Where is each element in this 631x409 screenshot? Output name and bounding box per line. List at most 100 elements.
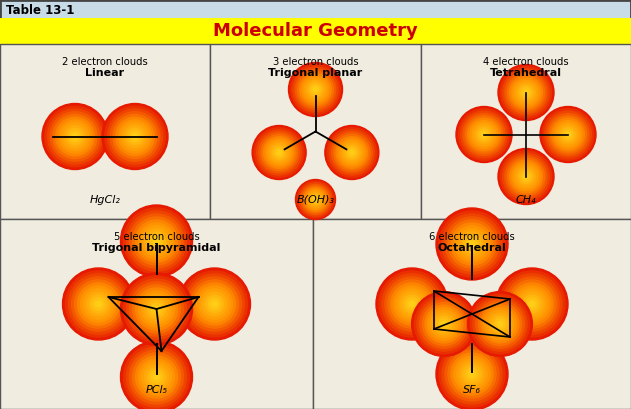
Circle shape: [203, 292, 227, 316]
Circle shape: [124, 126, 146, 148]
Circle shape: [107, 109, 163, 164]
Circle shape: [507, 158, 545, 195]
Circle shape: [561, 128, 575, 142]
Circle shape: [448, 220, 496, 268]
Circle shape: [66, 271, 131, 337]
Circle shape: [507, 74, 545, 111]
Circle shape: [529, 301, 535, 307]
Circle shape: [151, 371, 163, 383]
Circle shape: [554, 121, 582, 148]
Circle shape: [270, 144, 288, 162]
Circle shape: [448, 350, 496, 398]
Circle shape: [519, 169, 533, 184]
Circle shape: [521, 88, 531, 97]
Text: Table 13-1: Table 13-1: [6, 4, 74, 17]
Circle shape: [73, 134, 78, 139]
Circle shape: [461, 111, 507, 158]
Circle shape: [105, 106, 165, 167]
Text: Octahedral: Octahedral: [438, 243, 506, 253]
Circle shape: [343, 144, 361, 162]
Circle shape: [514, 286, 550, 322]
Circle shape: [297, 181, 334, 218]
Circle shape: [314, 198, 317, 201]
Circle shape: [503, 153, 550, 200]
Circle shape: [153, 374, 160, 380]
Circle shape: [273, 146, 286, 159]
Circle shape: [394, 286, 430, 322]
Circle shape: [470, 121, 498, 148]
Circle shape: [304, 188, 327, 211]
Circle shape: [67, 128, 83, 145]
Circle shape: [420, 300, 468, 348]
Circle shape: [454, 356, 490, 392]
Circle shape: [184, 274, 244, 334]
Circle shape: [42, 103, 108, 169]
Circle shape: [325, 126, 379, 180]
Text: PCl₅: PCl₅: [145, 385, 168, 395]
Circle shape: [297, 72, 334, 108]
Bar: [313, 219, 631, 409]
Circle shape: [71, 277, 126, 331]
Circle shape: [376, 268, 448, 340]
Circle shape: [511, 283, 553, 325]
Circle shape: [206, 295, 223, 313]
Circle shape: [441, 321, 447, 327]
Circle shape: [187, 277, 242, 331]
Circle shape: [266, 139, 293, 166]
Circle shape: [422, 302, 466, 346]
Circle shape: [463, 114, 505, 155]
Circle shape: [69, 131, 81, 142]
Circle shape: [495, 319, 505, 329]
Circle shape: [136, 288, 177, 330]
Circle shape: [475, 125, 493, 144]
Circle shape: [127, 128, 143, 145]
Circle shape: [61, 123, 89, 150]
Text: Molecular Geometry: Molecular Geometry: [213, 22, 418, 40]
Circle shape: [415, 294, 474, 354]
Text: SF₆: SF₆: [463, 385, 481, 395]
Circle shape: [350, 150, 354, 155]
Circle shape: [517, 167, 535, 186]
Text: 4 electron clouds: 4 electron clouds: [483, 57, 569, 67]
Circle shape: [302, 76, 329, 103]
Circle shape: [473, 297, 527, 351]
Bar: [421, 44, 631, 219]
Text: HgCl₂: HgCl₂: [90, 195, 121, 205]
Circle shape: [341, 141, 363, 164]
Circle shape: [348, 148, 357, 157]
Circle shape: [466, 368, 478, 380]
Circle shape: [425, 305, 463, 343]
Text: 2 electron clouds: 2 electron clouds: [62, 57, 148, 67]
Circle shape: [313, 87, 318, 92]
Circle shape: [481, 305, 519, 343]
Text: Trigonal bipyramidal: Trigonal bipyramidal: [92, 243, 221, 253]
Circle shape: [436, 338, 508, 409]
Circle shape: [526, 298, 538, 310]
Circle shape: [496, 268, 568, 340]
Circle shape: [484, 308, 516, 340]
Circle shape: [124, 208, 189, 274]
Circle shape: [512, 79, 540, 106]
Circle shape: [259, 132, 299, 173]
Circle shape: [481, 132, 487, 137]
Circle shape: [307, 191, 324, 208]
Circle shape: [304, 78, 327, 101]
Circle shape: [138, 359, 175, 395]
Circle shape: [307, 81, 324, 99]
Circle shape: [194, 283, 235, 325]
Circle shape: [56, 117, 94, 156]
Circle shape: [59, 120, 91, 153]
Circle shape: [261, 135, 297, 171]
Circle shape: [436, 208, 508, 280]
Circle shape: [334, 135, 370, 171]
Circle shape: [417, 297, 471, 351]
Circle shape: [514, 165, 538, 188]
Circle shape: [148, 232, 165, 250]
Circle shape: [505, 155, 547, 198]
Circle shape: [457, 229, 487, 259]
Circle shape: [498, 148, 554, 204]
Circle shape: [436, 316, 452, 332]
Circle shape: [126, 279, 187, 339]
Circle shape: [133, 217, 180, 265]
Bar: [0, 44, 210, 219]
